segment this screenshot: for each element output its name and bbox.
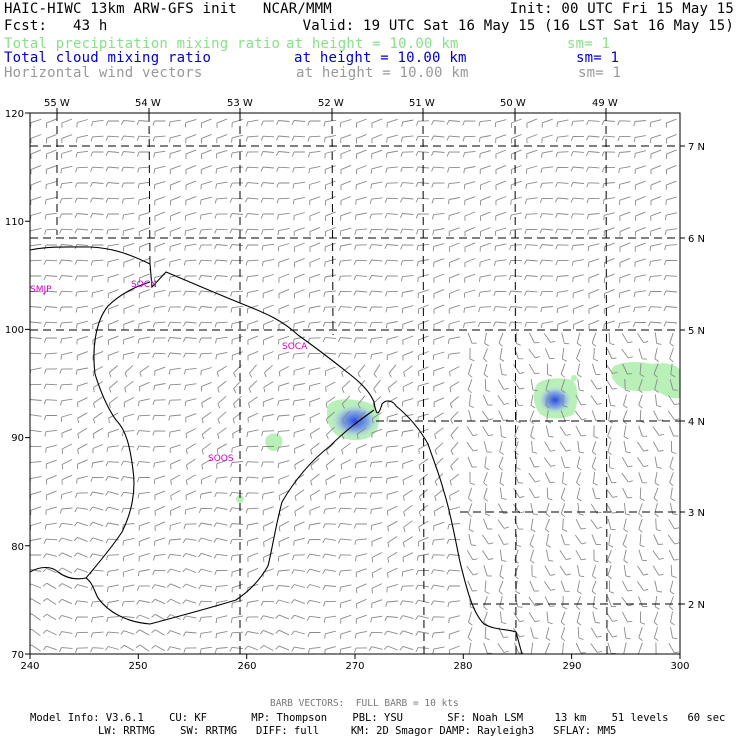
grid-x-label: 280 [453,661,472,672]
grid-x-label: 260 [237,661,256,672]
model-info-line1: Model Info: V3.6.1 CU: KF MP: Thompson P… [30,712,726,724]
lon-label: 54 W [135,98,161,109]
field-precip-name: Total precipitation mixing ratio [4,36,281,52]
forecast-map: SMJP SOCN SOCA SOOS 55 W 54 W 53 W 52 W … [5,98,705,672]
country-border [30,566,87,580]
title-left: HAIC-HIWC 13km ARW-GFS init NCAR/MMM [4,1,332,17]
station-label: SMJP [30,285,52,295]
station-label: SOOS [208,454,234,464]
field-precip-height: at height = 10.00 km [286,36,459,52]
meridian-line [605,113,608,654]
map-frame [29,112,681,655]
wind-barb-glyphs [30,118,680,654]
grid-y-label: 80 [11,542,24,553]
precip-blob [236,495,244,503]
grid-x-label: 270 [345,661,364,672]
meridian-line [148,113,151,271]
lon-label: 49 W [592,98,618,109]
wind-barbs [30,118,680,654]
field-cloud-name: Total cloud mixing ratio [4,50,212,66]
grid-x-label: 250 [128,661,147,672]
precip-blob [611,362,680,399]
grid-y-label: 100 [5,325,24,336]
field-wind-sm: sm= 1 [578,65,622,81]
grid-x-label: 290 [562,661,581,672]
grid-y-label: 70 [11,650,24,661]
lat-label: 5 N [688,326,705,337]
grid-x-label: 240 [20,661,39,672]
field-cloud-sm: sm= 1 [576,50,620,66]
precip-field [236,362,680,503]
grid-y-label: 120 [5,109,24,120]
meridian-line [422,113,425,654]
bottom-grid-labels: 240 250 260 270 280 290 300 [20,661,689,672]
left-grid-labels: 120 110 100 90 80 70 [5,109,24,661]
lon-labels: 55 W 54 W 53 W 52 W 51 W 50 W 49 W [44,98,618,109]
grid-x-label: 300 [670,661,689,672]
lat-label: 6 N [688,234,705,245]
lat-label: 7 N [688,142,705,153]
precip-blob [265,433,283,452]
field-cloud-height: at height = 10.00 km [294,50,467,66]
field-precip-sm: sm= 1 [567,36,611,52]
barb-legend: BARB VECTORS: FULL BARB = 10 kts [270,698,459,709]
grid-y-label: 90 [11,433,24,444]
grid-y-label: 110 [5,217,24,228]
precip-blob [571,375,577,381]
station-label: SOCN [131,280,157,290]
cloud-blob [331,404,379,438]
model-info-line2: LW: RRTMG SW: RRTMG DIFF: full KM: 2D Sm… [98,725,617,737]
field-wind-name: Horizontal wind vectors [4,65,203,81]
latlon-grid [30,113,680,654]
lon-label: 52 W [318,98,344,109]
lon-label: 55 W [44,98,70,109]
lat-label: 3 N [688,508,705,519]
lat-label: 2 N [688,600,705,611]
country-border [85,281,375,625]
cloud-blob [538,386,572,414]
lon-label: 53 W [227,98,253,109]
coastline [30,246,523,654]
lat-label: 4 N [688,417,705,428]
init-time: Init: 00 UTC Fri 15 May 15 [509,1,734,17]
lat-labels: 7 N 6 N 5 N 4 N 3 N 2 N [688,142,705,611]
frame-tick-marks [25,108,685,659]
forecast-hour: Fcst: 43 h [4,18,108,34]
lon-label: 50 W [500,98,526,109]
valid-time: Valid: 19 UTC Sat 16 May 15 (16 LST Sat … [302,18,734,34]
station-label: SOCA [282,342,308,352]
cloud-field [331,386,572,438]
lon-label: 51 W [409,98,435,109]
frame-ticks [25,108,685,659]
field-wind-height: at height = 10.00 km [296,65,469,81]
coastlines [30,246,523,654]
meridian-line [331,113,334,336]
